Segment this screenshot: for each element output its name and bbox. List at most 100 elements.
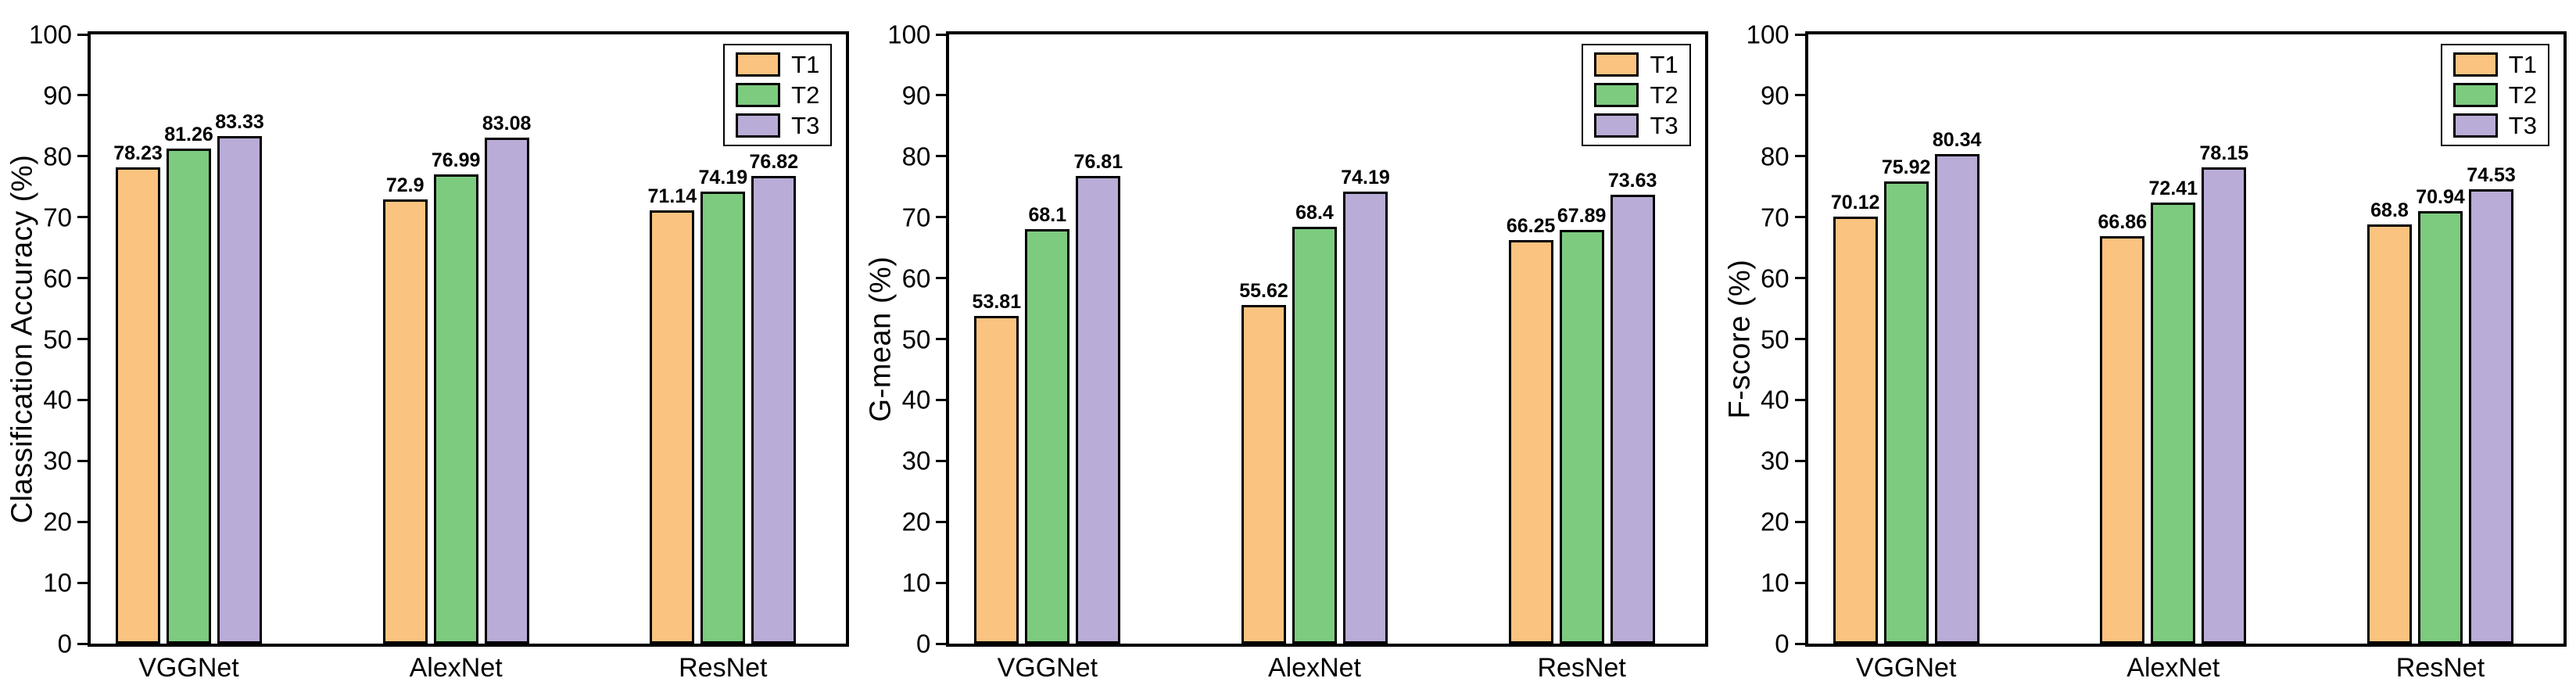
bar-t3-alexnet: 83.08 [482,113,531,644]
bar-group: 55.62 68.4 74.19 AlexNet [1239,34,1390,681]
legend-item-t2: T2 [1594,83,1679,107]
bar-t3-vggnet: 76.81 [1074,152,1123,644]
x-category-label: VGGNet [997,653,1098,683]
y-tick-label: 80 [43,142,72,171]
bar-value-label: 68.8 [2370,199,2409,222]
plot-area: 0 10 20 30 40 50 60 70 80 90 100 70.12 75.92 80.34 VG… [1747,22,2567,681]
legend-item-t3: T3 [736,113,819,138]
legend-item-t1: T1 [1594,52,1679,77]
y-tick-label: 60 [43,264,72,293]
chart-panel-g-mean: G-mean (%) 0 10 20 30 40 50 60 70 80 90 100 53.81 6… [858,0,1717,696]
bar-group: 70.12 75.92 80.34 VGGNet [1831,34,1982,681]
x-category-label: ResNet [1537,653,1626,683]
bar-t1-vggnet: 53.81 [973,292,1021,644]
bar-t3-resnet: 74.53 [2467,166,2516,644]
y-tick-label: 100 [28,20,72,49]
y-tick-mark [77,338,88,340]
y-tick-label: 30 [901,446,931,475]
y-tick-mark [936,642,947,645]
bar-value-label: 70.12 [1830,191,1880,213]
chart-panel-f-score: F-score (%) 0 10 20 30 40 50 60 70 80 90 100 70.12… [1718,0,2576,696]
bar-value-label: 72.41 [2148,177,2198,199]
y-tick-label: 70 [901,203,931,232]
legend-label: T3 [1650,112,1679,139]
y-tick-mark [936,581,947,584]
plot-area: 0 10 20 30 40 50 60 70 80 90 100 53.81 68.1 76.81 VGG… [887,22,1708,681]
bar-value-label: 67.89 [1557,205,1607,228]
bar-t2-vggnet: 68.1 [1025,205,1070,644]
legend-label: T2 [2508,81,2537,109]
y-tick-mark [936,338,947,340]
y-tick-mark [77,94,88,97]
y-tick-mark [1794,155,1805,158]
bar-t1-alexnet: 66.86 [2098,213,2147,644]
legend-item-t1: T1 [736,52,819,77]
legend: T1 T2 T3 [1582,44,1691,146]
bar-group: 53.81 68.1 76.81 VGGNet [973,34,1123,681]
bar-value-label: 70.94 [2416,186,2465,209]
bar-t1-alexnet: 55.62 [1239,281,1288,644]
bar-group: 68.8 70.94 74.53 ResNet [2366,34,2516,681]
x-category-label: ResNet [2395,653,2485,683]
y-tick-label: 20 [901,507,931,536]
y-tick-mark [1794,33,1805,36]
bar-t3-alexnet: 74.19 [1341,168,1390,644]
x-category-label: VGGNet [138,653,239,683]
legend-item-t3: T3 [2452,112,2537,139]
y-tick-mark [77,155,88,158]
bar-value-label: 78.15 [2199,142,2249,165]
bar-value-label: 78.23 [113,142,163,164]
bar-value-label: 72.9 [385,174,425,197]
y-tick-mark [936,155,947,158]
y-tick-label: 60 [1760,264,1790,293]
bar-t1-vggnet: 70.12 [1831,192,1879,644]
y-tick-label: 80 [1760,142,1790,171]
y-tick-mark [77,398,88,401]
bar-t1-resnet: 71.14 [648,186,697,644]
legend: T1 T2 T3 [723,44,833,146]
plot-area: 0 10 20 30 40 50 60 70 80 90 100 78.23 81.26 83.33 VG… [29,22,850,681]
bar-value-label: 76.81 [1073,150,1123,173]
legend-item-t1: T1 [2452,51,2537,78]
y-axis-title: Classification Accuracy (%) [5,31,41,647]
y-tick-mark [77,520,88,523]
y-axis-title-text: G-mean (%) [864,256,897,422]
bar-group: 78.23 81.26 83.33 VGGNet [113,34,264,681]
legend-item-t3: T3 [1594,112,1679,139]
bar-value-label: 66.86 [2098,211,2148,234]
y-tick-label: 0 [57,629,72,658]
bar-value-label: 74.53 [2467,164,2516,187]
bar-t2-alexnet: 76.99 [432,151,480,644]
legend-swatch-t1 [2452,52,2498,77]
y-tick-mark [1794,520,1805,523]
legend-swatch-t2 [2452,83,2498,107]
bar-t2-resnet: 67.89 [1557,206,1606,644]
legend: T1 T2 T3 [2440,44,2549,146]
bar-t3-alexnet: 78.15 [2200,144,2248,644]
legend-item-t2: T2 [2452,81,2537,109]
y-tick-mark [936,33,947,36]
bar-value-label: 80.34 [1932,129,1982,152]
y-tick-mark [1794,216,1805,219]
y-tick-label: 40 [901,385,931,414]
x-category-label: AlexNet [409,653,503,683]
y-tick-label: 60 [901,264,931,293]
bar-t1-alexnet: 72.9 [382,176,428,644]
bar-groups: 53.81 68.1 76.81 VGGNet 55.62 68.4 74.19 AlexNe… [949,34,1704,681]
y-tick-label: 40 [43,385,72,414]
legend-label: T3 [2508,112,2537,139]
y-tick-mark [1794,94,1805,97]
bar-t2-alexnet: 72.41 [2149,178,2198,644]
bar-value-label: 76.82 [749,150,799,173]
bar-group: 66.25 67.89 73.63 ResNet [1507,34,1657,681]
bar-value-label: 71.14 [647,185,697,207]
y-tick-mark [77,277,88,280]
x-category-label: ResNet [679,653,768,683]
legend-label: T1 [2508,51,2537,78]
bar-t1-vggnet: 78.23 [113,143,163,644]
y-tick-mark [1794,459,1805,462]
bar-t3-vggnet: 83.33 [215,112,264,644]
y-tick-mark [936,520,947,523]
bar-value-label: 83.33 [215,110,264,133]
y-tick-mark [77,216,88,219]
